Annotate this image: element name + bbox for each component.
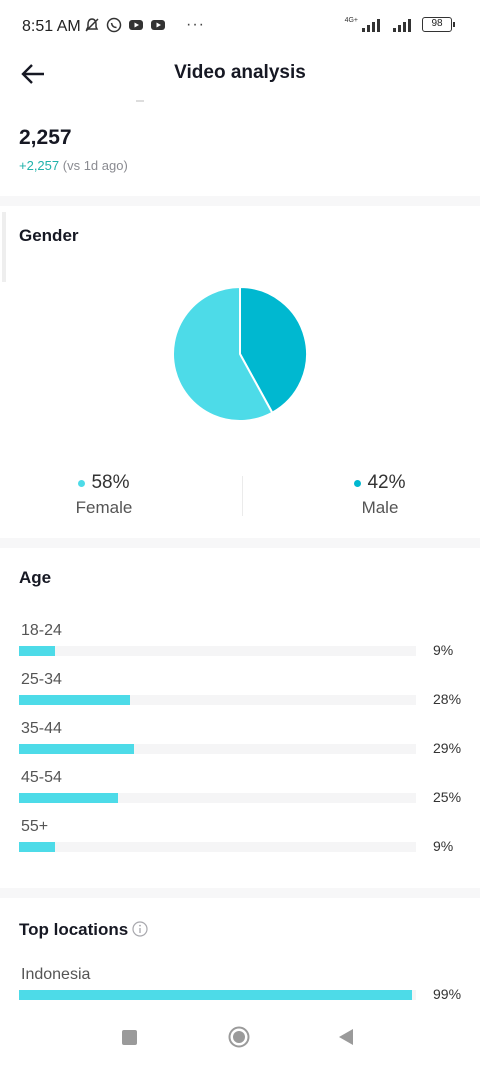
home-button[interactable]: [228, 1026, 250, 1048]
section-divider: [0, 538, 480, 548]
male-dot: [354, 479, 362, 487]
location-bar-fill: [19, 990, 413, 1000]
age-row: 35-44 29%: [0, 720, 480, 760]
gender-pie-chart: [172, 286, 308, 422]
legend-female: 58% Female: [42, 472, 166, 518]
age-pct: 25%: [433, 789, 462, 805]
age-label: 18-24: [21, 622, 62, 639]
more-notifications-icon: ···: [186, 16, 205, 33]
location-bar-track: [19, 990, 416, 1000]
age-bar-track: [19, 744, 416, 754]
legend-divider: [242, 476, 243, 516]
age-row: 25-34 28%: [0, 671, 480, 711]
location-row: Indonesia 99%: [0, 966, 480, 1006]
pie-slice-female: [172, 286, 274, 422]
pie-slice-male: [239, 286, 308, 415]
back-button[interactable]: [338, 1028, 354, 1046]
age-card: Age 18-24 9% 25-34 28% 35-44 29% 45-54 2…: [0, 548, 480, 886]
age-pct: 28%: [433, 691, 462, 707]
age-bar-fill: [19, 744, 135, 754]
age-label: 35-44: [21, 720, 62, 737]
age-bar-track: [19, 793, 416, 803]
delta-note: (vs 1d ago): [62, 158, 128, 173]
age-bar-fill: [19, 695, 131, 705]
battery-icon: 98: [422, 17, 455, 32]
signal-icon: [362, 18, 380, 32]
gender-title: Gender: [19, 226, 79, 245]
notification-icons: ···: [84, 16, 205, 34]
summary-card: 2,257 +2,257 (vs 1d ago): [0, 100, 480, 196]
legend-male: 42% Male: [318, 472, 442, 518]
age-bar-track: [19, 646, 416, 656]
age-pct: 9%: [433, 642, 454, 658]
app-header: Video analysis: [0, 52, 480, 96]
age-label: 55+: [21, 818, 49, 835]
age-label: 45-54: [21, 769, 62, 786]
whatsapp-icon: [106, 17, 122, 33]
locations-card: Top locations Indonesia 99%: [0, 898, 480, 1008]
section-divider: [0, 888, 480, 898]
delta-row: +2,257 (vs 1d ago): [19, 158, 128, 173]
muted-notification-icon: [85, 18, 99, 32]
gender-card: Gender 58% Female 42% Male: [0, 206, 480, 536]
age-bar-track: [19, 842, 416, 852]
location-pct: 99%: [433, 986, 462, 1002]
info-icon[interactable]: [132, 921, 148, 937]
scroll-remnant: [136, 100, 144, 102]
total-value: 2,257: [19, 126, 72, 149]
recents-button[interactable]: [122, 1030, 137, 1045]
youtube-icon: [129, 20, 143, 30]
age-bar-track: [19, 695, 416, 705]
youtube-icon-2: [151, 20, 165, 30]
battery-level: 98: [431, 18, 443, 29]
female-label: Female: [75, 498, 133, 517]
status-time: 8:51 AM: [22, 18, 81, 35]
delta-value: +2,257: [19, 158, 60, 173]
section-divider: [0, 196, 480, 206]
age-bar-fill: [19, 842, 55, 852]
network-type: 4G+: [344, 17, 358, 24]
signal-icon-2: [393, 18, 411, 32]
gender-accent: [2, 212, 6, 282]
age-row: 18-24 9%: [0, 622, 480, 662]
age-row: 55+ 9%: [0, 818, 480, 858]
location-label: Indonesia: [21, 966, 91, 983]
status-bar: 8:51 AM ··· 4G+ 98: [0, 0, 480, 52]
age-label: 25-34: [21, 671, 62, 688]
age-row: 45-54 25%: [0, 769, 480, 809]
age-bar-fill: [19, 793, 119, 803]
female-dot: [78, 479, 86, 487]
locations-title: Top locations: [19, 920, 129, 939]
system-nav-bar: [0, 1014, 480, 1066]
female-pct: 58%: [91, 472, 130, 493]
age-pct: 29%: [433, 740, 462, 756]
status-right: 4G+ 98: [344, 17, 455, 32]
arrow-left-icon[interactable]: [20, 62, 46, 86]
page-title: Video analysis: [174, 62, 306, 83]
male-pct: 42%: [367, 472, 406, 493]
male-label: Male: [361, 498, 399, 517]
age-pct: 9%: [433, 838, 454, 854]
age-bar-fill: [19, 646, 55, 656]
age-title: Age: [19, 568, 52, 587]
